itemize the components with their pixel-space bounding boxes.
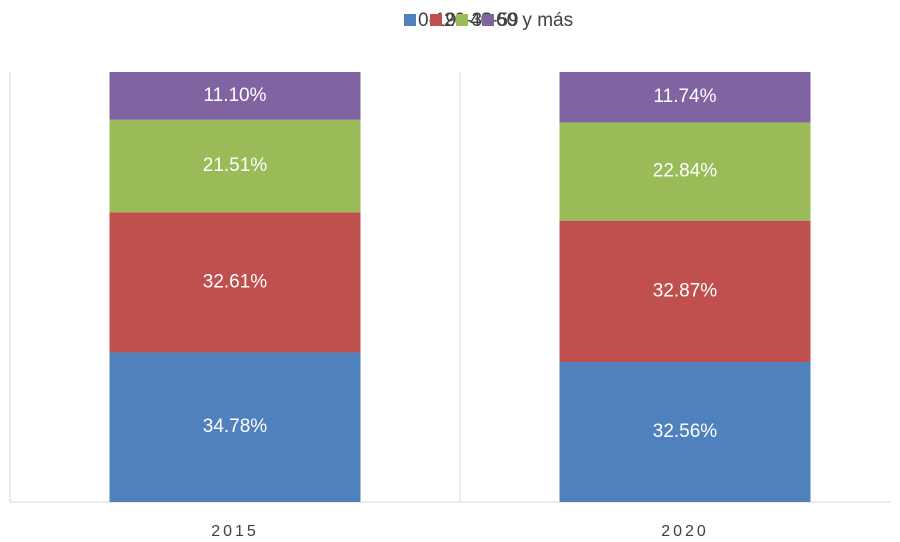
bar-segment [559,220,811,362]
legend-swatch [404,14,416,26]
legend-swatch [430,14,442,26]
bar-segment [109,72,361,120]
bar-segment [559,71,811,123]
data-label: 32.61% [203,271,268,292]
data-label: 22.84% [653,161,718,182]
data-label: 21.51% [203,155,268,176]
legend-label: 60 y más [496,10,573,31]
x-tick-label: 2020 [661,523,709,540]
legend-swatch [456,14,468,26]
data-label: 11.10% [203,85,266,106]
x-tick-label: 2015 [211,523,259,540]
data-label: 34.78% [203,416,268,437]
bar-segment [109,352,361,502]
data-label: 32.56% [653,421,718,442]
legend-swatch [482,14,494,26]
bar-segment [109,119,361,213]
data-label: 32.87% [653,280,718,301]
bar-segment [559,122,811,221]
data-label: 11.74% [653,86,716,107]
bar-segment [559,361,811,502]
bar-segment [109,212,361,353]
